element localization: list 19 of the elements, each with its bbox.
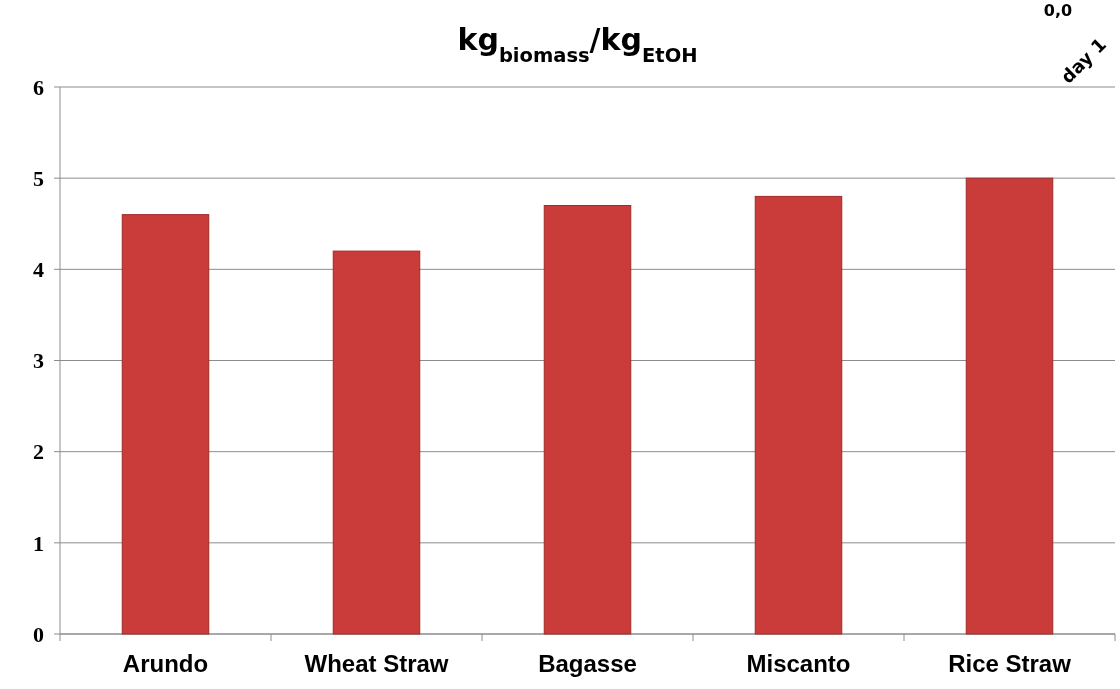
bar [121,214,210,635]
y-tick-label: 0 [33,621,44,647]
y-tick-label: 3 [33,348,44,374]
y-tick-label: 5 [33,165,44,191]
y-tick-label: 1 [33,530,44,556]
y-tick-label: 2 [33,439,44,465]
x-tick-label: Miscanto [746,650,851,677]
bar [332,250,421,635]
chart-title: kg$_{biomass}$/kg$_{EtOH}$ [457,22,698,67]
x-tick-label: Bagasse [538,650,637,677]
bar [965,177,1054,635]
y-tick-label: 4 [33,257,44,283]
bar [754,195,843,635]
x-tick-label: Rice Straw [948,650,1072,677]
text: 0,0 [1043,1,1073,20]
y-tick-label: 6 [33,74,44,100]
x-tick-label: Arundo [122,650,209,677]
bar [543,205,632,635]
x-tick-label: Wheat Straw [304,650,449,677]
